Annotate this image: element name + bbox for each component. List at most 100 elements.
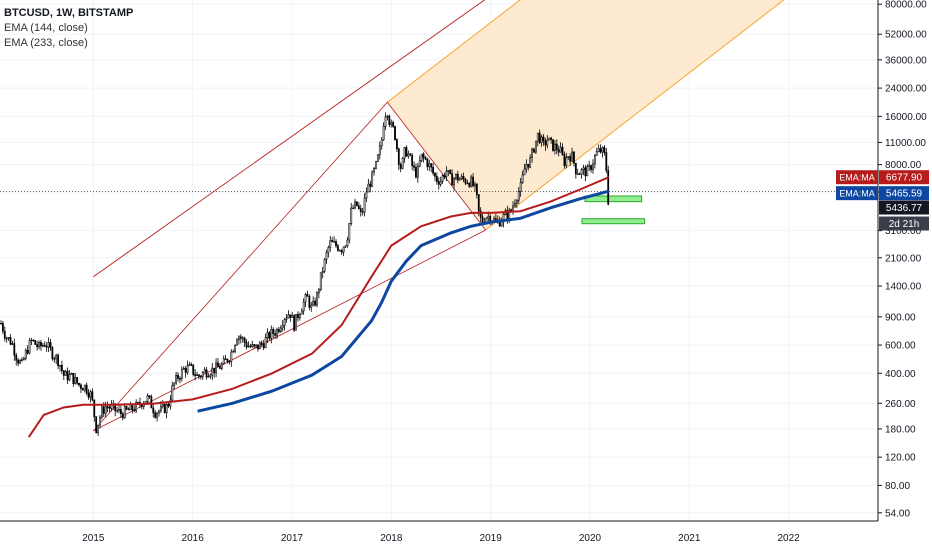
candle (552, 139, 554, 151)
candle (83, 384, 86, 391)
y-tick-label: 8000.00 (885, 160, 922, 171)
candle (47, 342, 50, 348)
ema-tag-box (836, 170, 878, 185)
legend-ema-233[interactable]: EMA (233, close) (4, 37, 88, 49)
candle (61, 365, 63, 372)
candle (350, 207, 353, 224)
candle (226, 358, 229, 362)
candle (445, 171, 448, 178)
candle (317, 289, 320, 294)
candle (534, 140, 537, 153)
candle (76, 377, 79, 384)
candle (453, 178, 455, 186)
candle (517, 191, 520, 201)
candle (382, 125, 385, 141)
candle (85, 384, 88, 394)
candle (106, 406, 109, 408)
pitchfork-handle-cross (387, 101, 486, 231)
candle (468, 182, 471, 187)
target-box-1 (584, 195, 643, 203)
candle (475, 183, 478, 195)
candle (578, 173, 581, 175)
candle (413, 165, 415, 168)
candle (1, 323, 4, 332)
candle (386, 115, 389, 118)
candle (217, 362, 219, 367)
candle (405, 147, 408, 157)
candle (460, 176, 463, 180)
candle (196, 374, 198, 376)
price-label-value: 6677.90 (886, 173, 923, 184)
candle (426, 158, 429, 168)
price-label-value: 5465.59 (886, 189, 923, 200)
candle (19, 360, 21, 364)
price-label-box (879, 170, 929, 185)
candle (169, 399, 172, 407)
candle (399, 164, 402, 169)
candle (479, 210, 482, 218)
candle (161, 404, 164, 407)
legend-symbol[interactable]: BTCUSD, 1W, BITSTAMP (4, 7, 134, 19)
candle (428, 163, 431, 168)
candle (40, 342, 42, 347)
legend-ema-144[interactable]: EMA (144, close) (4, 22, 88, 34)
candle (474, 183, 476, 187)
candle (281, 324, 284, 329)
candle (574, 162, 577, 175)
candle (538, 132, 541, 144)
candle (304, 294, 307, 303)
candle (108, 406, 111, 409)
price-label-value: 5436.77 (886, 203, 923, 214)
candle (121, 413, 124, 419)
y-tick-label: 36000.00 (885, 55, 927, 66)
candle (597, 148, 600, 152)
candle (260, 342, 263, 345)
candle (603, 147, 606, 153)
candle (230, 351, 233, 362)
ema-tag-box (836, 186, 878, 201)
candle (266, 332, 269, 338)
candle (120, 409, 122, 415)
candle (81, 388, 84, 391)
candle (298, 313, 301, 319)
candle (167, 404, 170, 407)
x-tick-label: 2015 (82, 533, 105, 544)
candle (264, 337, 267, 349)
y-tick-label: 600.00 (885, 341, 916, 352)
y-tick-label: 16000.00 (885, 112, 927, 123)
candle (177, 374, 179, 379)
ema-233-line (197, 189, 610, 413)
candle (5, 337, 8, 340)
candle (297, 314, 299, 319)
candle (232, 351, 235, 353)
candle (458, 178, 461, 181)
y-tick-label: 11000.00 (885, 138, 926, 149)
y-tick-label: 120.00 (885, 453, 916, 464)
candle (70, 372, 73, 375)
candle (481, 216, 484, 223)
candle (15, 354, 18, 361)
candle (127, 408, 130, 411)
candle (599, 148, 602, 153)
candle (525, 163, 528, 170)
pitchfork-channel-fill (387, 0, 784, 230)
candle (576, 173, 579, 175)
candle (278, 329, 280, 332)
candle (17, 359, 20, 364)
candle (567, 156, 570, 158)
candle (392, 122, 395, 127)
candle (521, 174, 524, 183)
candle (146, 395, 149, 402)
candle (607, 170, 610, 205)
ema-tag-label: EMA:MA (839, 189, 875, 199)
candle (390, 122, 393, 125)
candle (586, 166, 589, 177)
candle (477, 194, 480, 212)
candle (519, 182, 522, 192)
candle (97, 424, 99, 433)
candle (344, 245, 347, 248)
y-tick-label: 80.00 (885, 481, 910, 492)
candle (357, 205, 360, 209)
candle (26, 349, 29, 354)
